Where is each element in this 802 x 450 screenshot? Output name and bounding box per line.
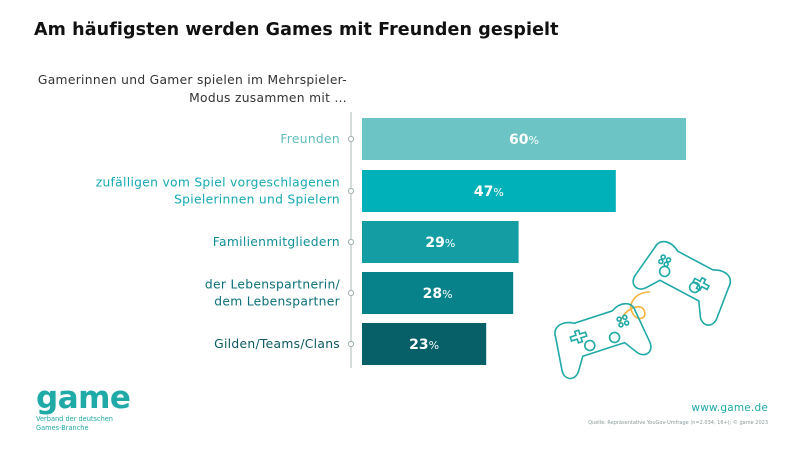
bar <box>362 170 616 212</box>
bar <box>362 118 686 160</box>
value-label: 23% <box>409 337 439 353</box>
axis-tick-dot <box>347 238 355 246</box>
source-note: Quelle: Repräsentative YouGov-Umfrage (n… <box>588 420 768 426</box>
bar <box>362 272 514 314</box>
logo-subtitle-line1: Verband der deutschen <box>36 415 113 423</box>
bar <box>362 323 487 365</box>
value-label: 29% <box>425 235 455 251</box>
value-label: 28% <box>423 286 453 302</box>
value-label: 60% <box>509 132 539 148</box>
bar <box>362 221 519 263</box>
logo-wordmark: game <box>36 380 131 416</box>
axis-tick-dot <box>347 135 355 143</box>
category-label: Gilden/Teams/Clans <box>214 337 340 351</box>
category-label: Freunden <box>280 132 340 146</box>
category-label: dem Lebenspartner <box>214 295 340 309</box>
website-link[interactable]: www.game.de <box>691 402 768 414</box>
axis-tick-dot <box>347 289 355 297</box>
chart-title: Am häufigsten werden Games mit Freunden … <box>34 20 559 40</box>
axis-tick-dot <box>347 340 355 348</box>
value-label: 47% <box>474 184 504 200</box>
logo-subtitle-line2: Games-Branche <box>36 423 89 432</box>
axis-tick-dot <box>347 187 355 195</box>
category-label: Spielerinnen und Spielern <box>174 193 340 207</box>
game-controllers-icon <box>554 240 732 380</box>
chart-subtitle: Gamerinnen und Gamer spielen im Mehrspie… <box>37 73 347 105</box>
category-label: der Lebenspartnerin/ <box>205 278 341 292</box>
category-label: Familienmitgliedern <box>213 235 340 249</box>
game-logo: game Verband der deutschen Games-Branche <box>36 380 131 432</box>
category-label: zufälligen vom Spiel vorgeschlagenen <box>96 176 340 190</box>
